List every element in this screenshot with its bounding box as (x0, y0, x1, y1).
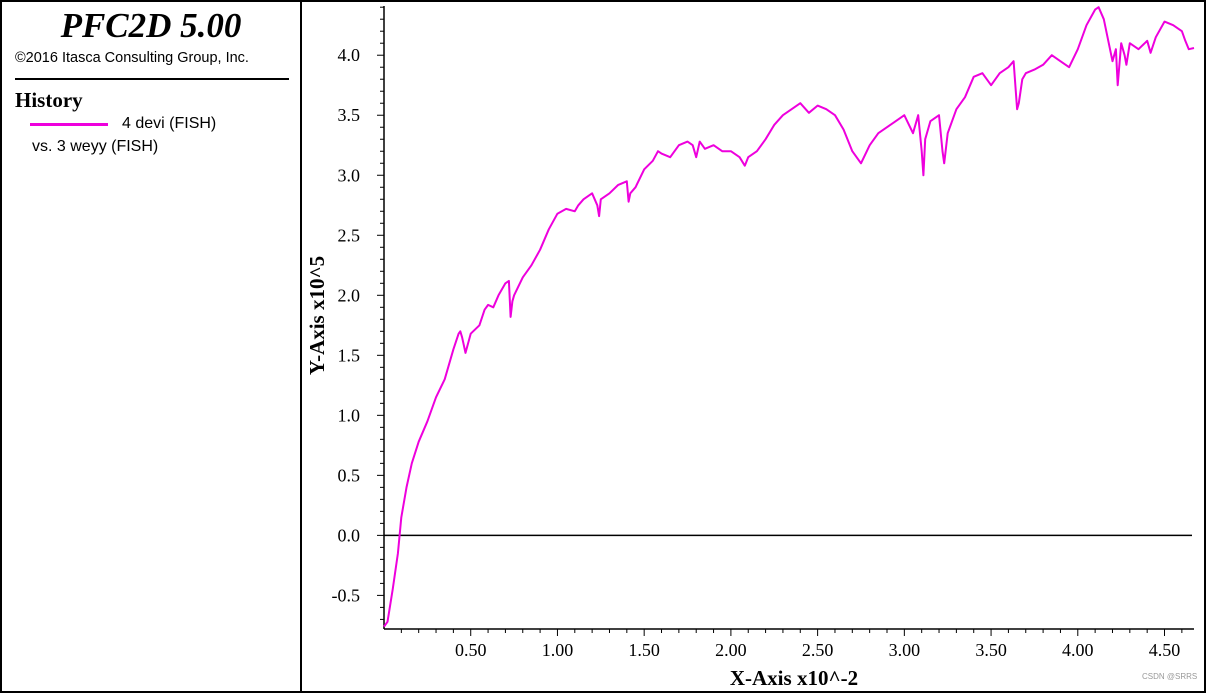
y-tick-label: 2.0 (338, 285, 361, 305)
x-tick-label: 4.00 (1062, 640, 1094, 660)
series-group (383, 6, 1195, 628)
x-tick-label: 0.50 (455, 640, 487, 660)
x-tick-label: 3.00 (889, 640, 921, 660)
y-tick-label: 1.0 (338, 405, 361, 425)
y-tick-label: 2.5 (338, 225, 361, 245)
x-tick-group: 0.50 1.00 1.50 2.00 2.50 3.00 3.50 4.00 4.50 (400, 629, 1183, 660)
y-tick-label: 0.0 (338, 525, 361, 545)
legend-line-swatch (30, 123, 108, 126)
series-line (383, 6, 1195, 628)
x-axis-label: X-Axis x10^-2 (730, 666, 858, 690)
copyright-text: ©2016 Itasca Consulting Group, Inc. (15, 50, 249, 66)
legend-panel: PFC2D 5.00 ©2016 Itasca Consulting Group… (2, 2, 302, 691)
y-tick-label: 4.0 (338, 45, 361, 65)
y-tick-label: 3.0 (338, 165, 361, 185)
history-heading: History (15, 88, 83, 112)
x-tick-label: 3.50 (975, 640, 1007, 660)
x-tick-label: 2.00 (715, 640, 747, 660)
y-tick-label: -0.5 (332, 585, 361, 605)
watermark: CSDN @SRRS (1142, 672, 1198, 681)
title-divider (15, 78, 289, 80)
legend-vs-label: vs. 3 weyy (FISH) (32, 138, 159, 155)
y-tick-label: 1.5 (338, 345, 361, 365)
app-title: PFC2D 5.00 (60, 6, 242, 45)
legend-series-label: 4 devi (FISH) (122, 115, 217, 132)
y-axis-label: Y-Axis x10^5 (305, 256, 329, 375)
x-tick-label: 2.50 (802, 640, 834, 660)
y-tick-label: 3.5 (338, 105, 361, 125)
y-tick-group: -0.5 0.0 0.5 1.0 1.5 2.0 2.5 3.0 3.5 4.0 (332, 6, 384, 620)
history-plot: 0.50 1.00 1.50 2.00 2.50 3.00 3.50 4.00 4.50 -0.… (305, 6, 1195, 690)
x-tick-label: 1.00 (542, 640, 574, 660)
x-tick-label: 1.50 (628, 640, 660, 660)
y-tick-label: 0.5 (338, 465, 361, 485)
x-tick-label: 4.50 (1149, 640, 1181, 660)
